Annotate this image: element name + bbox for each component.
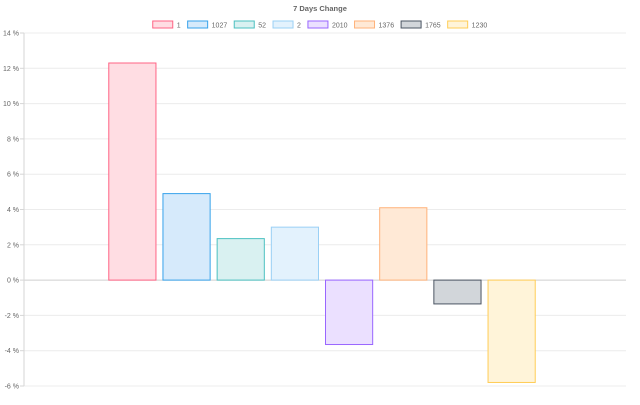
- legend-item-1[interactable]: 1: [152, 20, 181, 30]
- legend-swatch-1230: [447, 20, 469, 29]
- y-tick-label-9: 12 %: [3, 66, 19, 73]
- legend-item-1765[interactable]: 1765: [400, 20, 441, 30]
- y-tick-label-4: 2 %: [7, 242, 19, 249]
- legend-item-1230[interactable]: 1230: [447, 20, 488, 30]
- y-tick-label-5: 4 %: [7, 207, 19, 214]
- y-tick-label-7: 8 %: [7, 136, 19, 143]
- bar-1376[interactable]: [379, 207, 428, 281]
- legend-item-2010[interactable]: 2010: [307, 20, 348, 30]
- legend-swatch-1027: [187, 20, 209, 29]
- legend-item-1376[interactable]: 1376: [354, 20, 395, 30]
- y-tick-label-6: 6 %: [7, 172, 19, 179]
- bar-2[interactable]: [270, 226, 320, 281]
- legend-swatch-1: [152, 20, 174, 29]
- y-tick-label-2: -2 %: [5, 313, 19, 320]
- legend-label-1027: 1027: [212, 23, 228, 30]
- bar-52[interactable]: [216, 238, 265, 281]
- legend-swatch-1765: [400, 20, 422, 29]
- legend-label-2010: 2010: [332, 23, 348, 30]
- legend-swatch-1376: [354, 20, 376, 29]
- y-tick-label-3: 0 %: [7, 278, 19, 285]
- legend-swatch-2: [272, 20, 294, 29]
- legend-label-52: 52: [258, 23, 266, 30]
- y-tick-label-8: 10 %: [3, 101, 19, 108]
- legend-label-1: 1: [177, 23, 181, 30]
- bar-1027[interactable]: [162, 193, 211, 281]
- bar-1765[interactable]: [433, 279, 482, 305]
- y-tick-label-10: 14 %: [3, 31, 19, 38]
- legend-label-1765: 1765: [425, 23, 441, 30]
- bar-1230[interactable]: [487, 279, 536, 383]
- y-tick-label-0: -6 %: [5, 384, 19, 391]
- legend-item-52[interactable]: 52: [233, 20, 266, 30]
- legend-swatch-2010: [307, 20, 329, 29]
- legend-swatch-52: [233, 20, 255, 29]
- legend-label-2: 2: [297, 23, 301, 30]
- legend-item-2[interactable]: 2: [272, 20, 301, 30]
- bar-2010[interactable]: [325, 279, 374, 346]
- legend: 1 1027 52 2 2010 1376 1765 1230: [152, 20, 488, 30]
- y-axis: -6 % -4 % -2 % 0 % 2 % 4 % 6 % 8 % 10 % 12 % 14 %: [3, 31, 25, 391]
- y-tick-label-1: -4 %: [5, 348, 19, 355]
- legend-label-1230: 1230: [472, 23, 488, 30]
- bars: [108, 62, 536, 383]
- chart-title: 7 Days Change: [293, 4, 347, 13]
- legend-item-1027[interactable]: 1027: [187, 20, 228, 30]
- legend-label-1376: 1376: [379, 23, 395, 30]
- bar-1[interactable]: [108, 62, 157, 281]
